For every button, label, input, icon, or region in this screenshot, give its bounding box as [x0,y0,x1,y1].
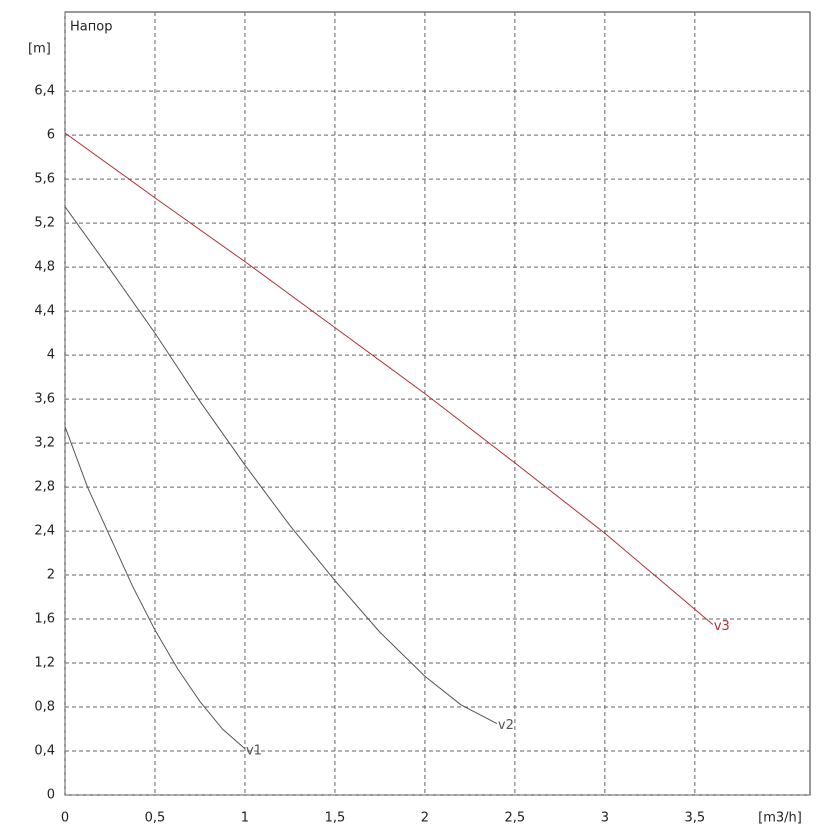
series-line [64,132,714,625]
y-tick-label: 0 [47,788,55,803]
x-tick-label: 3 [601,811,609,826]
y-tick-label: 3,6 [34,392,55,407]
series-label: v3 [714,619,730,634]
x-tick-label: 1 [241,811,249,826]
y-tick-label: 6,4 [34,84,55,99]
x-axis-label: [m3/h] [758,811,802,826]
x-tick-label: 2 [421,811,429,826]
y-tick-label: 4 [47,348,55,363]
series-label: v1 [246,743,262,758]
chart-title: Напор [70,20,112,35]
x-tick-label: 3,5 [684,811,705,826]
x-tick-label: 1,5 [325,811,346,826]
y-tick-label: 3,2 [34,436,55,451]
y-tick-label: 6 [47,128,55,143]
y-tick-label: 1,2 [34,656,55,671]
series-line [64,426,246,750]
y-tick-label: 5,2 [34,216,55,231]
y-tick-label: 0,4 [34,744,55,759]
y-axis-label: [m] [28,42,51,57]
y-tick-label: 5,6 [34,172,55,187]
y-tick-label: 0,8 [34,700,55,715]
y-tick-label: 4,8 [34,260,55,275]
x-tick-label: 0 [61,811,69,826]
series-line [64,206,498,724]
y-tick-label: 2,8 [34,480,55,495]
y-tick-label: 4,4 [34,304,55,319]
y-tick-label: 2 [47,568,55,583]
y-tick-label: 2,4 [34,524,55,539]
y-tick-label: 1,6 [34,612,55,627]
series-label: v2 [498,718,514,733]
x-tick-label: 0,5 [145,811,166,826]
x-tick-label: 2,5 [505,811,526,826]
